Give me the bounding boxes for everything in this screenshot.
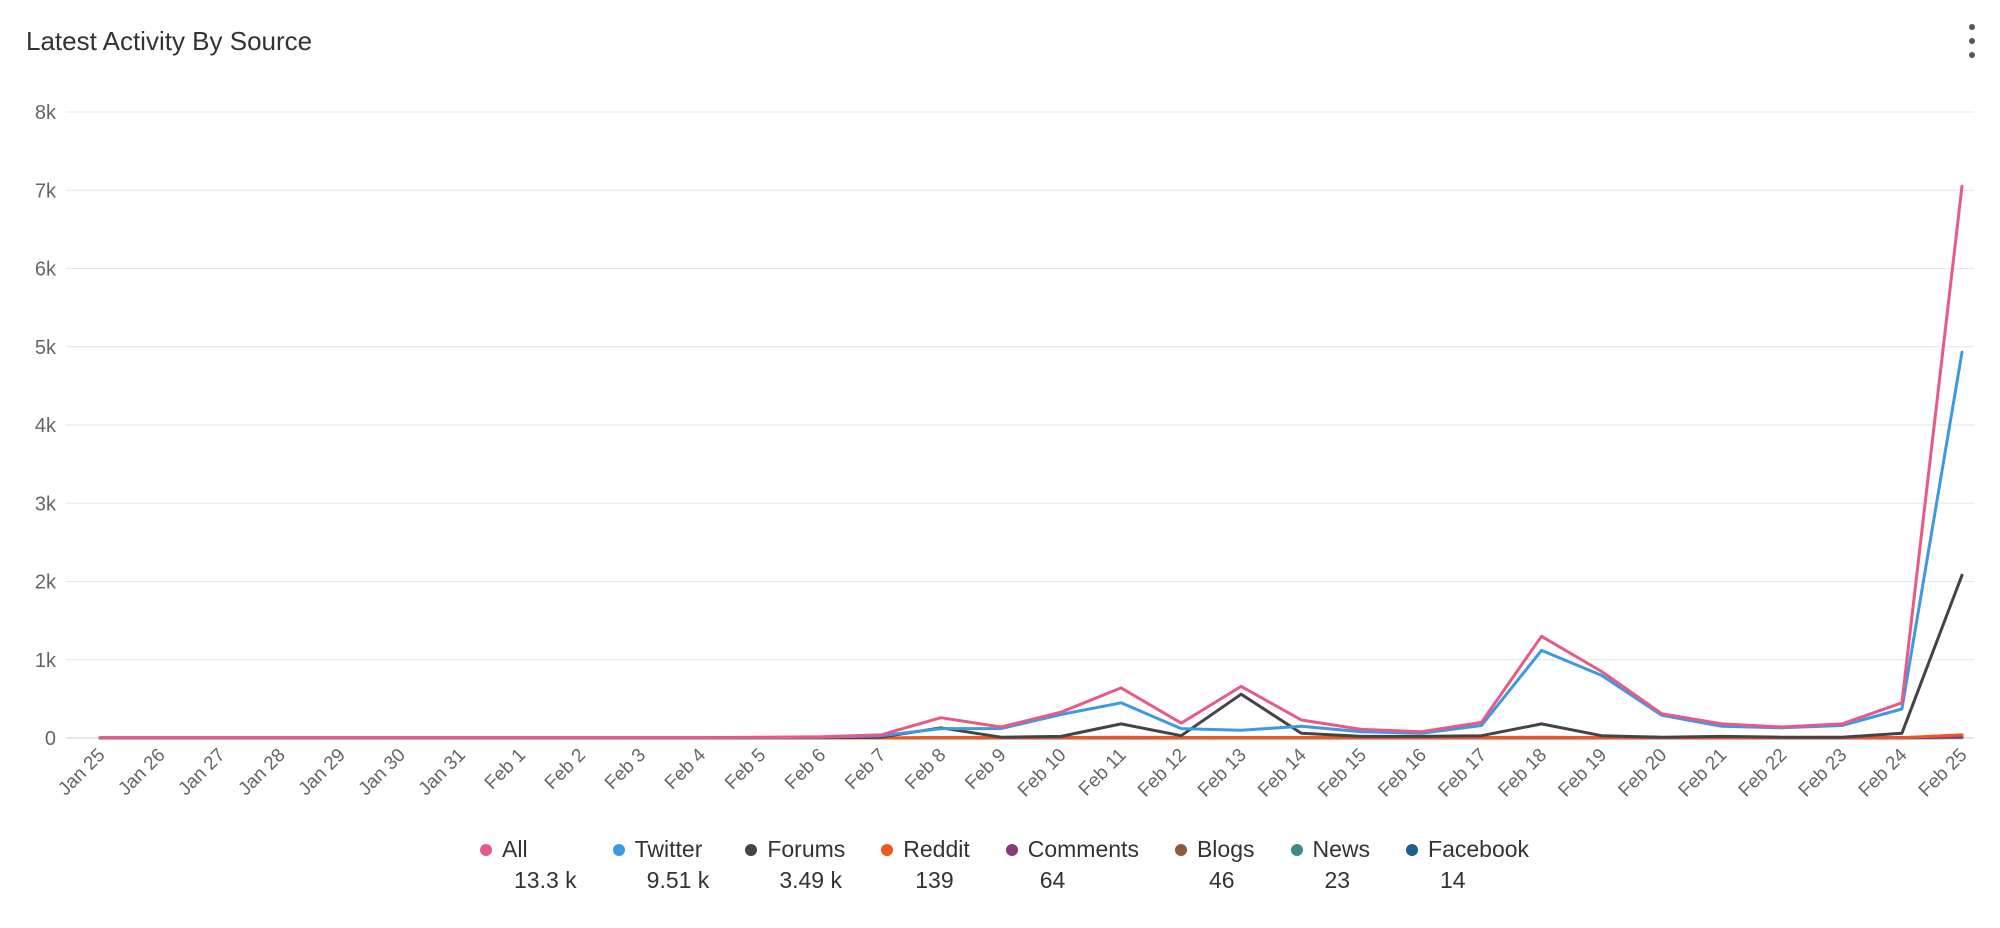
legend-item-twitter[interactable]: Twitter 9.51 k [612, 836, 710, 894]
x-tick-label: Feb 24 [1855, 744, 1912, 801]
legend-row: Forums [745, 836, 845, 863]
x-tick-label: Feb 10 [1014, 745, 1071, 802]
legend-row: Facebook [1406, 836, 1529, 863]
x-tick-label: Jan 26 [114, 745, 169, 800]
x-tick-label: Feb 11 [1075, 745, 1131, 801]
x-tick-label: Feb 12 [1134, 745, 1191, 802]
legend-total: 13.3 k [514, 867, 577, 893]
legend-row: Reddit [881, 836, 970, 863]
legend-label: Reddit [903, 836, 970, 862]
y-tick-label: 3k [35, 493, 57, 515]
legend-total: 46 [1208, 867, 1235, 893]
legend-item-reddit[interactable]: Reddit 139 [881, 836, 970, 894]
x-tick-label: Jan 25 [54, 745, 109, 800]
legend-dot-icon [480, 843, 492, 856]
y-tick-label: 5k [35, 337, 57, 359]
x-tick-label: Feb 17 [1434, 745, 1491, 802]
legend-dot-icon [881, 843, 894, 856]
x-tick-label: Feb 20 [1615, 745, 1672, 802]
menu-dot [1969, 38, 1975, 44]
legend-item-comments[interactable]: Comments 64 [1005, 836, 1139, 894]
legend-label: Twitter [634, 836, 703, 862]
legend-label: Comments [1027, 836, 1139, 862]
chart-title: Latest Activity By Source [26, 26, 313, 56]
x-tick-label: Feb 6 [781, 745, 830, 794]
legend-dot-icon [1406, 843, 1419, 856]
x-tick-label: Jan 27 [174, 745, 229, 800]
x-tick-label: Feb 8 [901, 745, 950, 794]
x-tick-label: Jan 30 [355, 745, 410, 800]
legend-row: All [480, 836, 577, 863]
x-tick-label: Feb 23 [1795, 745, 1852, 802]
menu-dot [1969, 24, 1975, 30]
y-tick-label: 6k [35, 259, 57, 281]
menu-dot [1969, 52, 1975, 58]
more-options-icon[interactable] [1960, 24, 1984, 58]
series-line-forums [98, 573, 1964, 740]
y-tick-label: 4k [35, 415, 57, 437]
legend-total: 14 [1440, 867, 1466, 893]
x-tick-label: Feb 9 [961, 745, 1010, 794]
x-tick-label: Feb 16 [1374, 745, 1431, 802]
y-tick-label: 7k [35, 180, 57, 202]
legend-row: Twitter [612, 836, 710, 863]
legend-item-news[interactable]: News 23 [1290, 836, 1371, 894]
x-tick-label: Jan 31 [415, 745, 470, 800]
x-tick-label: Feb 4 [661, 744, 711, 794]
legend-label: News [1312, 836, 1371, 862]
legend-dot-icon [612, 843, 625, 856]
series-line-twitter [98, 350, 1964, 740]
x-tick-label: Jan 28 [235, 745, 290, 800]
legend-dot-icon [1005, 843, 1018, 856]
x-tick-label: Feb 2 [541, 745, 590, 794]
legend-row: News [1290, 836, 1371, 863]
legend-item-blogs[interactable]: Blogs 46 [1174, 836, 1255, 894]
x-tick-label: Feb 19 [1554, 745, 1611, 802]
legend-dot-icon [1174, 843, 1187, 856]
x-tick-label: Feb 22 [1735, 745, 1792, 802]
y-tick-label: 1k [35, 650, 57, 672]
legend-total: 9.51 k [646, 867, 710, 893]
x-tick-label: Feb 25 [1915, 745, 1972, 802]
x-tick-label: Feb 3 [601, 745, 650, 794]
chart-legend: All 13.3 k Twitter 9.51 k Forums 3.49 k Reddit… [480, 836, 1565, 894]
legend-total: 3.49 k [779, 867, 842, 893]
series-line-all [98, 184, 1964, 740]
legend-dot-icon [1290, 843, 1303, 856]
x-tick-label: Jan 29 [295, 745, 350, 800]
legend-label: Facebook [1428, 836, 1530, 862]
legend-total: 64 [1039, 867, 1066, 893]
x-tick-label: Feb 18 [1494, 745, 1551, 802]
x-tick-label: Feb 5 [721, 745, 770, 794]
y-tick-label: 8k [35, 102, 57, 124]
y-tick-label: 0 [45, 728, 56, 750]
x-tick-label: Feb 7 [841, 745, 890, 794]
x-tick-label: Feb 15 [1314, 745, 1371, 802]
x-tick-label: Feb 14 [1254, 744, 1311, 801]
legend-item-forums[interactable]: Forums 3.49 k [745, 836, 845, 894]
legend-row: Blogs [1174, 836, 1255, 863]
legend-label: Blogs [1196, 836, 1255, 862]
x-tick-label: Feb 13 [1194, 745, 1251, 802]
legend-label: All [502, 836, 528, 862]
legend-row: Comments [1005, 836, 1139, 863]
x-tick-label: Feb 21 [1675, 745, 1732, 802]
legend-total: 23 [1324, 867, 1351, 893]
legend-item-facebook[interactable]: Facebook 14 [1406, 836, 1529, 894]
legend-dot-icon [745, 843, 758, 856]
legend-item-all[interactable]: All 13.3 k [480, 836, 577, 894]
legend-label: Forums [767, 836, 846, 862]
x-tick-label: Feb 1 [481, 745, 530, 794]
y-tick-label: 2k [35, 572, 57, 594]
legend-total: 139 [915, 867, 954, 893]
